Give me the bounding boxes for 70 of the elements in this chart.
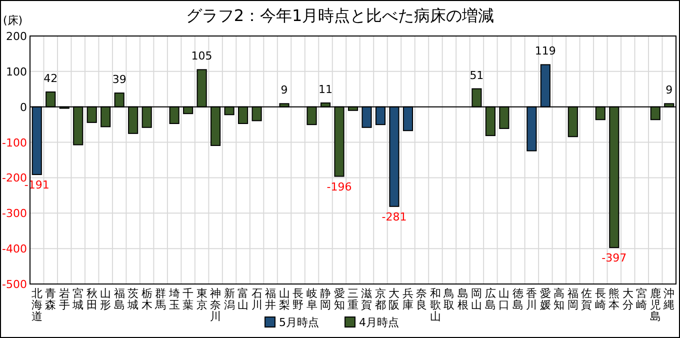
x-tick-label: 兵庫 bbox=[402, 287, 414, 312]
data-label: -397 bbox=[602, 252, 627, 265]
x-tick-label: 鳥取 bbox=[442, 287, 455, 312]
y-tick-label: -300 bbox=[2, 207, 27, 220]
x-tick-label: 山梨 bbox=[278, 287, 290, 312]
x-tick-label: 大阪 bbox=[388, 287, 400, 312]
x-tick-label: 滋賀 bbox=[361, 287, 372, 312]
x-tick-label: 東京 bbox=[196, 287, 208, 312]
y-tick-label: -200 bbox=[2, 172, 27, 185]
x-tick-label: 秋田 bbox=[86, 287, 98, 312]
x-tick-label: 宮崎 bbox=[636, 287, 648, 312]
x-tick-label: 青森 bbox=[45, 287, 56, 312]
x-tick-label: 山形 bbox=[100, 287, 112, 312]
x-tick-label: 京都 bbox=[374, 287, 386, 312]
x-tick-label: 佐賀 bbox=[581, 287, 592, 312]
y-tick-label: 200 bbox=[6, 30, 27, 43]
data-label: 9 bbox=[666, 84, 673, 97]
x-tick-label: 長野 bbox=[292, 287, 304, 312]
x-tick-label: 群馬 bbox=[154, 287, 166, 312]
x-tick-label: 岡山 bbox=[471, 287, 482, 312]
x-tick-label: 徳島 bbox=[512, 287, 524, 312]
x-tick-label: 福島 bbox=[114, 287, 125, 312]
y-tick-label: -500 bbox=[2, 278, 27, 291]
x-tick-label: 島根 bbox=[457, 287, 468, 312]
x-tick-label: 広島 bbox=[484, 287, 496, 312]
x-tick-label: 岐阜 bbox=[306, 287, 318, 312]
x-tick-label: 神奈川 bbox=[210, 287, 222, 323]
x-tick-label: 鹿児島 bbox=[650, 287, 661, 323]
x-tick-label: 茨城 bbox=[126, 287, 139, 312]
x-tick-label: 福岡 bbox=[567, 287, 578, 312]
x-tick-label: 宮城 bbox=[72, 287, 84, 312]
y-tick-label: -400 bbox=[2, 242, 27, 256]
x-tick-label: 三重 bbox=[348, 287, 358, 312]
x-tick-label: 山口 bbox=[498, 287, 510, 312]
y-tick-label: 0 bbox=[20, 100, 27, 114]
x-tick-label: 熊本 bbox=[608, 287, 620, 312]
y-axis-title: (床) bbox=[3, 14, 23, 27]
data-label: 39 bbox=[112, 73, 126, 86]
legend-label: 5月時点 bbox=[279, 316, 319, 329]
x-tick-label: 埼玉 bbox=[168, 287, 180, 312]
y-tick-label: 100 bbox=[6, 65, 27, 78]
x-tick-label: 香川 bbox=[526, 287, 538, 312]
x-tick-label: 高知 bbox=[554, 287, 565, 312]
x-tick-label: 長崎 bbox=[594, 287, 606, 312]
data-label: 51 bbox=[470, 68, 484, 82]
x-tick-label: 静岡 bbox=[320, 287, 332, 312]
x-tick-label: 北海道 bbox=[31, 287, 42, 323]
x-tick-label: 奈良 bbox=[416, 287, 428, 312]
x-tick-label: 愛媛 bbox=[540, 287, 551, 312]
x-tick-label: 福井 bbox=[265, 287, 276, 312]
data-label: 105 bbox=[191, 50, 212, 63]
y-tick-label: -100 bbox=[2, 136, 27, 150]
legend-label: 4月時点 bbox=[359, 316, 399, 329]
x-tick-label: 沖縄 bbox=[662, 287, 675, 312]
x-tick-label: 愛知 bbox=[334, 287, 345, 312]
x-tick-label: 富山 bbox=[238, 287, 249, 312]
data-label: -196 bbox=[326, 180, 352, 194]
data-label: 11 bbox=[318, 82, 333, 96]
x-tick-label: 和歌山 bbox=[430, 287, 441, 323]
x-tick-label: 大分 bbox=[622, 287, 634, 312]
x-tick-label: 千葉 bbox=[182, 287, 194, 312]
data-label: 119 bbox=[534, 44, 556, 58]
data-label: -281 bbox=[382, 210, 407, 224]
data-label: 42 bbox=[44, 72, 58, 85]
data-label: 9 bbox=[280, 84, 288, 97]
x-tick-label: 栃木 bbox=[141, 287, 152, 312]
x-tick-label: 新潟 bbox=[224, 287, 235, 312]
chart-title: グラフ2：今年1月時点と比べた病床の増減 bbox=[186, 6, 494, 25]
x-tick-label: 石川 bbox=[251, 287, 262, 312]
x-tick-label: 岩手 bbox=[58, 287, 70, 312]
